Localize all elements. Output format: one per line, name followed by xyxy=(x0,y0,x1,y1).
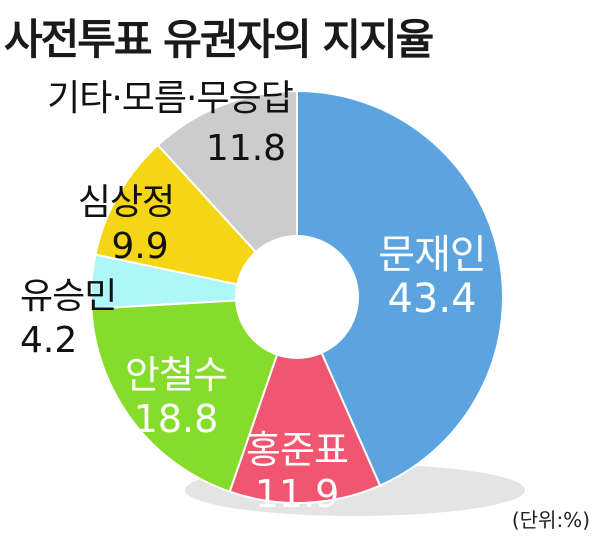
donut-hole xyxy=(235,235,359,359)
slice-4 xyxy=(94,143,300,299)
slice-5 xyxy=(156,89,298,300)
slice-value-1: 11.9 xyxy=(255,472,340,516)
slice-value-5: 11.8 xyxy=(206,128,286,169)
slice-1 xyxy=(228,294,382,504)
slice-0 xyxy=(296,89,504,487)
slice-value-0: 43.4 xyxy=(387,276,476,322)
slice-value-2: 18.8 xyxy=(134,397,219,441)
slice-label-3: 유승민 xyxy=(20,276,116,317)
slice-value-3: 4.2 xyxy=(20,320,77,361)
chart-title: 사전투표 유권자의 지지율 xyxy=(4,15,434,64)
slice-2 xyxy=(90,295,299,493)
slice-label-4: 심상정 xyxy=(78,182,174,223)
slice-label-2: 안철수 xyxy=(125,353,227,397)
slice-value-4: 9.9 xyxy=(111,226,168,267)
slice-label-1: 홍준표 xyxy=(246,428,348,472)
slice-label-5: 기타·모름·무응답 xyxy=(47,78,293,119)
unit-label: (단위:%) xyxy=(511,508,590,532)
slice-label-0: 문재인 xyxy=(378,232,485,278)
